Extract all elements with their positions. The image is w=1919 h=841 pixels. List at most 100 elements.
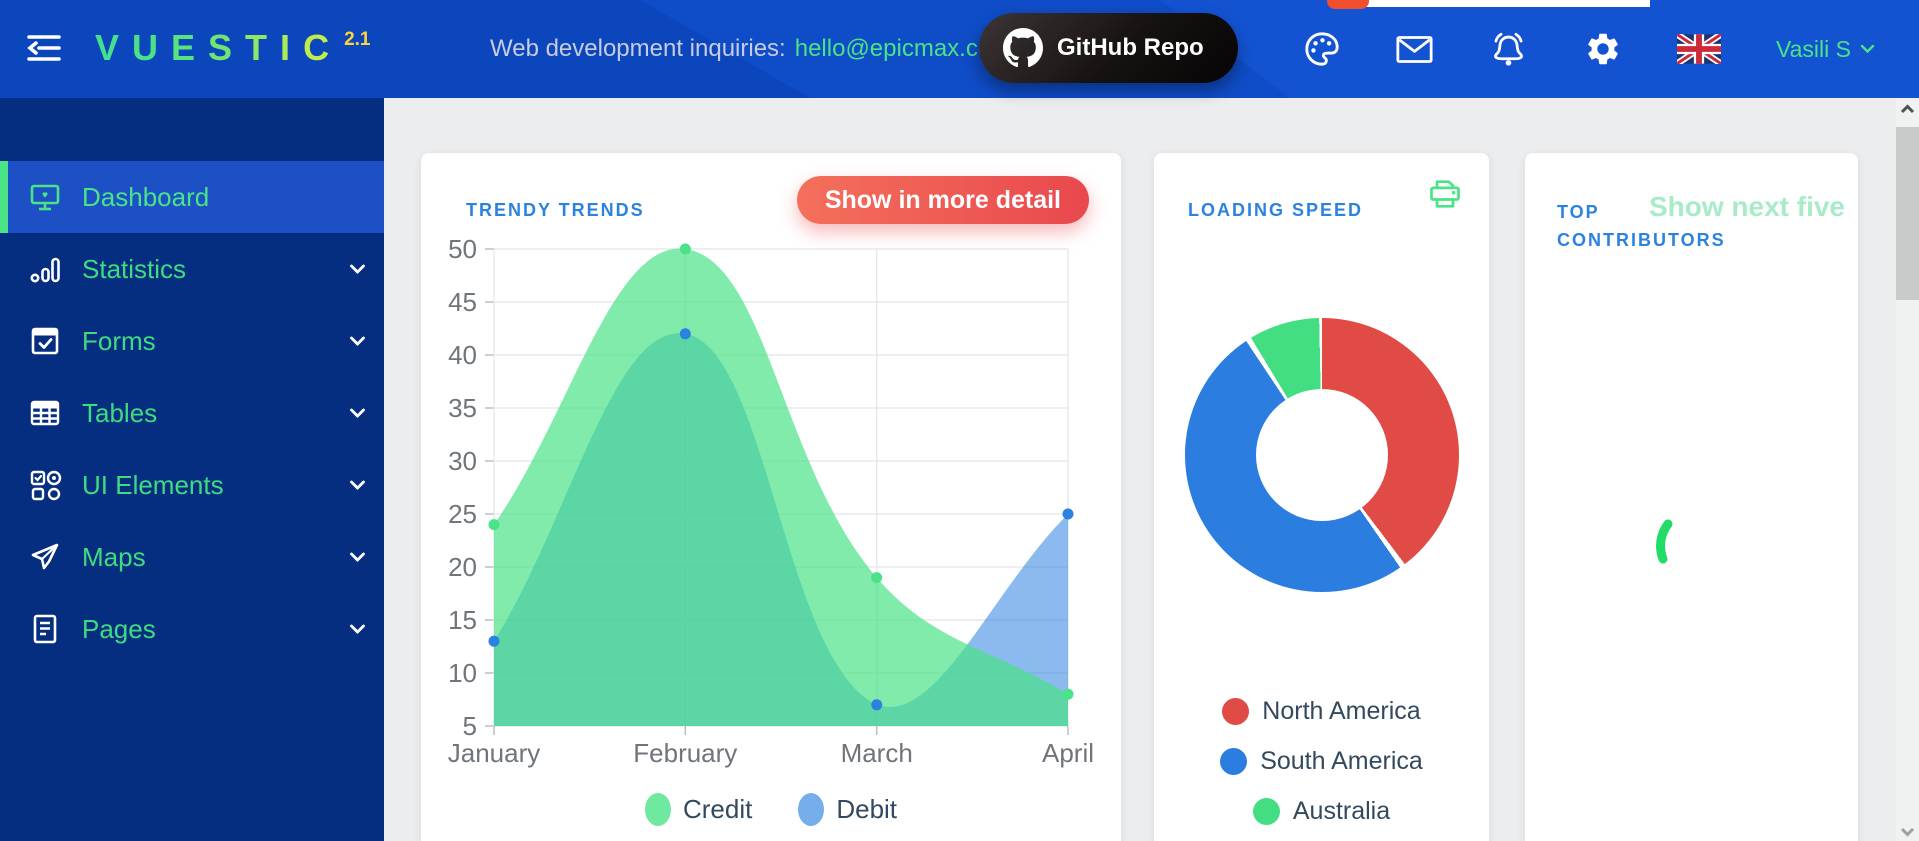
chevron-down-icon [349,264,366,275]
sidebar-item-label: Statistics [82,253,187,284]
loading-speed-card: LOADING SPEED North America South America… [1154,153,1489,841]
legend-label: South America [1260,747,1423,775]
svg-text:15: 15 [448,605,477,635]
area-chart: 50 45 40 35 30 25 20 15 10 5 January February March A… [421,153,1121,778]
forms-icon [28,324,62,358]
svg-text:5: 5 [463,711,477,741]
scrollbar-down-arrow[interactable] [1896,827,1919,837]
donut-legend-item-australia[interactable]: Australia [1252,797,1391,826]
chevron-down-icon [349,552,366,563]
tables-icon [28,396,62,430]
cutoff-toast-strip [1345,0,1650,7]
printer-icon[interactable] [1429,179,1461,209]
sidebar-item-statistics[interactable]: Statistics [0,233,384,305]
palette-icon[interactable] [1303,30,1341,68]
sidebar-item-forms[interactable]: Forms [0,305,384,377]
mail-icon[interactable] [1396,35,1433,64]
gear-icon[interactable] [1584,30,1622,68]
sidebar-item-label: UI Elements [82,469,224,500]
legend-item-credit[interactable]: Credit [644,793,753,826]
svg-text:45: 45 [448,287,477,317]
sidebar: Dashboard Statistics Forms Tables UI Element… [0,98,384,841]
navbar-icons [1303,30,1622,68]
page-scrollbar[interactable] [1896,98,1919,841]
sidebar-item-dashboard[interactable]: Dashboard [0,161,384,233]
legend-swatch [798,793,825,826]
uk-flag-icon[interactable] [1677,34,1721,64]
maps-icon [28,540,62,574]
github-repo-button[interactable]: GitHub Repo [979,13,1238,83]
contributors-card-title: TOP CONTRIBUTORS [1557,201,1726,250]
chevron-down-icon [1860,44,1875,54]
sidebar-item-tables[interactable]: Tables [0,377,384,449]
trends-card-title: TRENDY TRENDS [466,199,645,220]
scrollbar-up-arrow[interactable] [1896,104,1919,114]
legend-label: North America [1262,697,1421,725]
user-menu[interactable]: Vasili S [1776,36,1875,63]
sidebar-item-label: Maps [82,541,146,572]
logo-letter: S [208,27,233,68]
legend-swatch [644,793,671,826]
legend-label: Debit [836,794,898,824]
legend-item-debit[interactable]: Debit [798,793,897,826]
inquiries-email-link[interactable]: hello@epicmax.co [794,35,992,62]
legend-label: Australia [1292,797,1391,825]
top-contributors-card: TOP CONTRIBUTORS Show next five [1525,153,1858,841]
statistics-icon [28,252,62,286]
svg-text:March: March [841,738,913,768]
logo-letter: C [303,27,330,68]
show-next-five-button[interactable]: Show next five [1648,191,1845,222]
sidebar-item-pages[interactable]: Pages [0,593,384,665]
show-detail-button[interactable]: Show in more detail [796,176,1089,224]
sidebar-item-label: Tables [82,397,158,428]
svg-text:February: February [633,738,737,768]
logo-letter: V [95,27,120,68]
donut-legend-item-south-america[interactable]: South America [1220,747,1423,776]
contributor-chart-fragment [1651,519,1673,565]
dashboard-icon [28,180,62,214]
svg-text:25: 25 [448,499,477,529]
sidebar-item-maps[interactable]: Maps [0,521,384,593]
github-button-label: GitHub Repo [1057,34,1204,61]
chevron-down-icon [349,480,366,491]
legend-label: Credit [682,794,753,824]
sidebar-item-ui-elements[interactable]: UI Elements [0,449,384,521]
cutoff-toast-accent [1327,0,1369,9]
logo-version: 2.1 [344,29,371,50]
logo-letter: T [245,27,268,68]
legend-dot [1220,748,1248,775]
trendy-trends-card: TRENDY TRENDS Show in more detail 50 45 40… [421,153,1121,841]
svg-text:40: 40 [448,340,477,370]
loading-card-title: LOADING SPEED [1188,199,1364,220]
legend-dot [1222,698,1250,725]
inquiries-label: Web development inquiries: [490,35,786,62]
chevron-down-icon [349,624,366,635]
donut-hole [1256,389,1388,521]
chevron-down-icon [349,336,366,347]
svg-text:10: 10 [448,658,477,688]
user-name: Vasili S [1776,35,1851,62]
donut-legend: North America South America Australia [1154,697,1489,826]
logo-letter: I [280,27,291,68]
scrollbar-thumb[interactable] [1896,127,1919,300]
navbar-diagonal-band-2 [1160,0,1919,98]
svg-text:30: 30 [448,446,477,476]
inquiries-text: Web development inquiries: hello@epicmax… [490,0,991,98]
svg-text:35: 35 [448,393,477,423]
svg-text:50: 50 [448,234,477,264]
logo-letter: U [132,27,159,68]
sidebar-collapse-icon[interactable] [26,32,62,64]
chevron-down-icon [349,408,366,419]
donut-legend-item-north-america[interactable]: North America [1222,697,1421,726]
sidebar-item-label: Pages [82,613,156,644]
svg-text:January: January [448,738,541,768]
area-chart-legend: Credit Debit [421,793,1121,826]
logo-letter: E [171,27,196,68]
sidebar-item-label: Dashboard [82,181,210,212]
ui-elements-icon [28,468,62,502]
bell-icon[interactable] [1488,30,1529,68]
